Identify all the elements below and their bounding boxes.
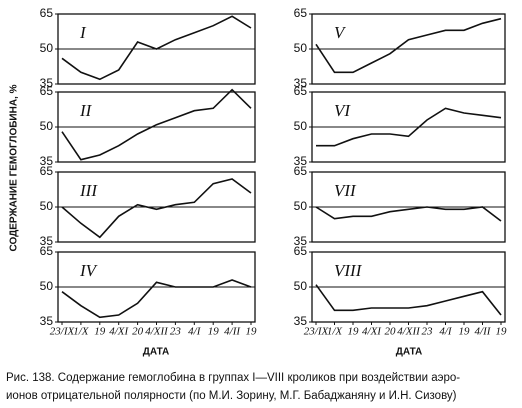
y-tick-label: 35 <box>294 234 308 248</box>
panel-title: III <box>79 181 98 200</box>
x-tick-label: 4/I <box>188 326 202 338</box>
y-tick-label: 65 <box>40 164 54 178</box>
x-tick-label: 23/IX <box>304 326 330 338</box>
y-tick-label: 65 <box>294 84 308 98</box>
y-axis-label: СОДЕРЖАНИЕ ГЕМОГЛОБИНА, % <box>9 84 20 251</box>
y-tick-label: 35 <box>40 234 54 248</box>
x-tick-label: 23 <box>170 326 182 338</box>
x-tick-label: 4/I <box>439 326 453 338</box>
data-line <box>61 178 252 239</box>
panel-title: IV <box>79 261 99 280</box>
y-tick-label: 50 <box>294 119 308 133</box>
panel-title: VIII <box>334 261 363 280</box>
y-tick-label: 50 <box>294 41 308 55</box>
x-tick-label: 19 <box>94 326 106 338</box>
data-line <box>61 15 252 81</box>
y-tick-label: 35 <box>294 314 308 328</box>
data-line <box>316 107 502 147</box>
y-tick-label: 35 <box>40 76 54 90</box>
panel-title: VII <box>334 181 357 200</box>
y-tick-label: 65 <box>294 164 308 178</box>
x-axis-label: ДАТА <box>143 347 170 358</box>
y-tick-label: 35 <box>294 154 308 168</box>
x-tick-label: 1/X <box>327 326 344 338</box>
x-tick-label: 4/XII <box>397 326 421 338</box>
y-tick-label: 65 <box>294 244 308 258</box>
y-tick-label: 50 <box>40 279 54 293</box>
x-tick-label: 4/XII <box>145 326 169 338</box>
x-tick-label: 19 <box>348 326 360 338</box>
y-tick-label: 35 <box>40 314 54 328</box>
y-tick-label: 65 <box>40 244 54 258</box>
caption-line: Рис. 138. Содержание гемоглобина в групп… <box>6 372 460 384</box>
x-tick-label: 23 <box>422 326 434 338</box>
x-tick-label: 1/X <box>73 326 90 338</box>
y-tick-label: 50 <box>294 199 308 213</box>
data-line <box>61 88 252 161</box>
x-tick-label: 4/XI <box>109 326 129 338</box>
data-line <box>315 284 502 316</box>
x-tick-label: 4/XI <box>362 326 382 338</box>
x-tick-label: 4/II <box>224 326 241 338</box>
y-tick-label: 50 <box>40 199 54 213</box>
y-tick-label: 65 <box>40 6 54 20</box>
y-tick-label: 50 <box>40 41 54 55</box>
x-tick-label: 20 <box>385 326 397 338</box>
x-tick-label: 19 <box>459 326 471 338</box>
x-axis-label: ДАТА <box>396 347 423 358</box>
y-tick-label: 65 <box>40 84 54 98</box>
x-tick-label: 4/II <box>475 326 492 338</box>
x-tick-label: 19 <box>496 326 508 338</box>
panel-title: II <box>79 101 93 120</box>
data-line <box>315 206 502 222</box>
x-tick-label: 19 <box>208 326 220 338</box>
panel-title: I <box>79 23 87 42</box>
x-tick-label: 23/IX <box>50 326 76 338</box>
data-line <box>315 17 502 74</box>
x-tick-label: 19 <box>246 326 258 338</box>
y-tick-label: 35 <box>40 154 54 168</box>
data-line <box>61 279 252 319</box>
y-tick-label: 35 <box>294 76 308 90</box>
y-tick-label: 50 <box>294 279 308 293</box>
x-tick-label: 20 <box>132 326 144 338</box>
y-tick-label: 50 <box>40 119 54 133</box>
caption-line: ионов отрицательной полярности (по М.И. … <box>6 390 457 402</box>
panel-title: V <box>334 23 347 42</box>
y-tick-label: 65 <box>294 6 308 20</box>
panel-title: VI <box>334 101 351 120</box>
